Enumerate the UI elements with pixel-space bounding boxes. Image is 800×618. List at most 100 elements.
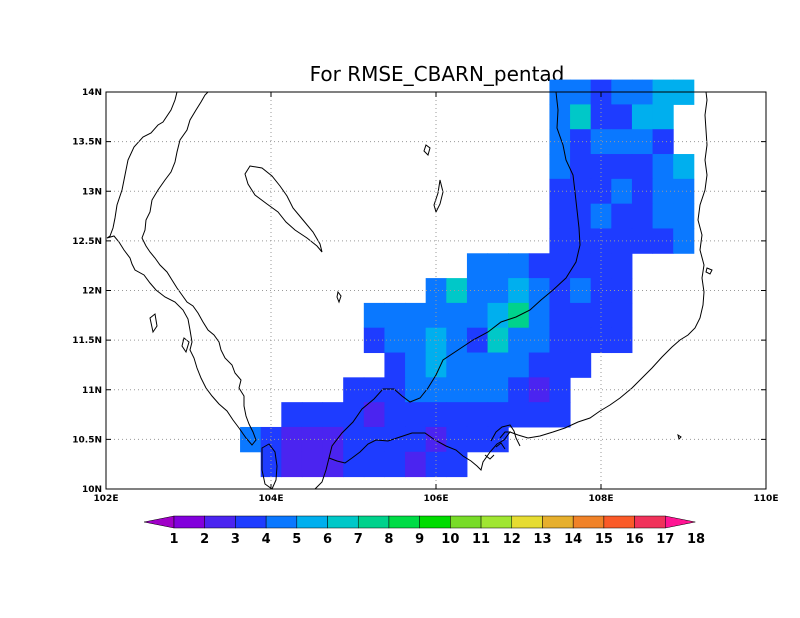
map-title: For RMSE_CBARN_pentad <box>310 62 565 86</box>
island-west-1 <box>149 313 158 334</box>
grid-cell <box>549 129 571 155</box>
grid-cell <box>405 327 427 354</box>
grid-cell <box>611 228 633 254</box>
grid-cell <box>652 154 674 180</box>
y-tick-label: 13.5N <box>72 138 102 148</box>
grid-cell <box>549 178 571 205</box>
colorbar-label: 5 <box>292 532 301 547</box>
grid-cell <box>590 278 612 304</box>
grid-cell <box>466 377 489 403</box>
grid-cell <box>281 426 303 453</box>
colorbar-label: 17 <box>656 532 674 547</box>
colorbar-label: 2 <box>200 532 209 547</box>
grid-cell <box>611 302 633 329</box>
grid-cell <box>363 302 385 329</box>
grid-cell <box>570 302 592 329</box>
grid-cell <box>590 253 612 279</box>
grid-cell <box>570 352 592 378</box>
grid-cell <box>322 402 344 428</box>
grid-cell <box>487 253 509 279</box>
grid-cell <box>384 302 406 329</box>
grid-cell <box>570 129 592 155</box>
grid-cell <box>570 278 592 304</box>
colorbar-swatch <box>572 515 605 529</box>
colorbar-label: 15 <box>595 532 613 547</box>
colorbar-label: 4 <box>262 532 271 547</box>
mekong-delta-inlets <box>484 424 521 460</box>
grid-cell <box>528 327 550 354</box>
grid-cell <box>405 377 427 403</box>
grid-cell <box>549 377 571 403</box>
grid-cell <box>631 203 654 229</box>
grid-cell <box>508 402 530 428</box>
colorbar-swatch <box>480 515 513 529</box>
colorbar: 1 2 3 4 5 6 7 8 9 10 11 12 13 14 15 16 17 18 <box>143 515 705 547</box>
grid-cell <box>570 253 592 279</box>
colorbar-label: 6 <box>323 532 332 547</box>
grid-cell <box>384 451 406 478</box>
grid-cell <box>590 154 612 180</box>
grid-cell <box>570 327 592 354</box>
grid-cell <box>446 327 468 354</box>
grid-cell <box>466 278 489 304</box>
grid-cell <box>673 228 695 254</box>
colorbar-label: 7 <box>354 532 363 547</box>
grid-cell <box>322 451 344 478</box>
tonle-sap-lake <box>244 165 323 253</box>
grid-cell <box>652 203 674 229</box>
grid-cell <box>611 154 633 180</box>
grid-cell <box>384 402 406 428</box>
grid-cell <box>425 352 447 378</box>
island-river-south <box>336 290 342 304</box>
grid-cell <box>549 203 571 229</box>
y-tick-label: 10N <box>82 485 102 495</box>
grid-cell <box>301 402 324 428</box>
colorbar-swatch <box>542 515 574 529</box>
grid-cell <box>405 426 427 453</box>
mainland-coastline <box>106 91 257 446</box>
grid-cell <box>405 352 427 378</box>
grid-cell <box>446 377 468 403</box>
colorbar-swatch <box>388 515 420 529</box>
y-tick-label: 11N <box>82 386 102 396</box>
grid-cell <box>631 104 654 130</box>
grid-cell <box>590 178 612 205</box>
grid-cell <box>652 228 674 254</box>
grid-cell <box>446 302 468 329</box>
grid-cell <box>652 178 674 205</box>
grid-cell <box>446 352 468 378</box>
grid-cell <box>405 302 427 329</box>
grid-cell <box>384 327 406 354</box>
colorbar-label: 3 <box>231 532 240 547</box>
colorbar-label: 12 <box>503 532 521 547</box>
grid-cell <box>343 377 365 403</box>
grid-cell <box>570 104 592 130</box>
grid-cell <box>466 302 489 329</box>
y-tick-label: 10.5N <box>72 435 102 445</box>
grid-cell <box>673 154 695 180</box>
island-west-2 <box>181 337 190 354</box>
colorbar-swatch <box>634 515 666 529</box>
grid-cell <box>549 104 571 130</box>
grid-cell <box>590 228 612 254</box>
grid-cell <box>487 352 509 378</box>
grid-cell <box>549 253 571 279</box>
grid-cell <box>528 253 550 279</box>
y-tick-label: 13N <box>82 187 102 197</box>
grid-cell <box>570 228 592 254</box>
vietnam-cambodia-coastline <box>314 91 708 490</box>
grid-cell <box>281 451 303 478</box>
grid-cell <box>508 352 530 378</box>
grid-cell <box>549 228 571 254</box>
grid-cell <box>611 104 633 130</box>
grid-cell <box>446 426 468 453</box>
grid-cell <box>549 302 571 329</box>
grid-cell <box>425 377 447 403</box>
grid-cell <box>466 426 489 453</box>
y-tick-label: 12N <box>82 287 102 297</box>
colorbar-swatch <box>603 515 635 529</box>
colorbar-label: 1 <box>169 532 178 547</box>
grid-cell <box>631 154 654 180</box>
grid-cell <box>405 402 427 428</box>
